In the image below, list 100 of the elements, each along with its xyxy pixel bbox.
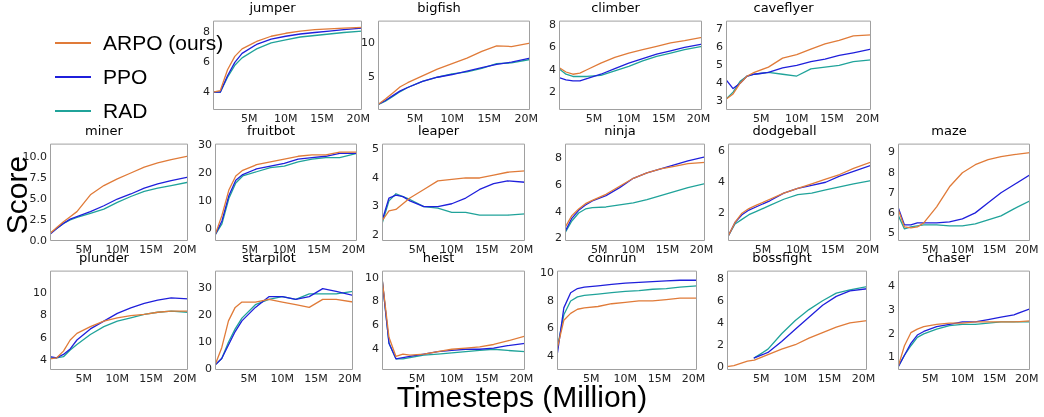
y-tick-label: 6 xyxy=(718,144,725,158)
chart-title: ninja xyxy=(604,123,636,139)
x-tick-label: 15M xyxy=(307,243,331,257)
y-tick-label: 10 xyxy=(361,35,375,49)
y-tick-label: 20 xyxy=(198,166,212,180)
x-tick-label: 15M xyxy=(820,243,845,257)
x-tick-label: 5M xyxy=(240,372,257,386)
x-tick-label: 20M xyxy=(172,243,197,257)
y-tick-label: 2 xyxy=(555,231,562,245)
y-tick-label: 6 xyxy=(888,205,895,219)
y-tick-label: 6 xyxy=(717,293,724,307)
y-tick-label: 5.0 xyxy=(29,191,47,205)
y-tick-label: 6 xyxy=(716,40,723,54)
x-tick-label: 10M xyxy=(440,372,464,386)
x-tick-label: 10M xyxy=(273,112,298,126)
x-tick-label: 20M xyxy=(346,112,371,126)
x-tick-label: 20M xyxy=(341,243,366,257)
y-tick-label: 1 xyxy=(888,350,895,364)
x-tick-label: 20M xyxy=(855,112,880,126)
x-tick-label: 15M xyxy=(139,372,163,386)
x-tick-label: 20M xyxy=(172,372,197,386)
x-tick-label: 15M xyxy=(655,243,680,257)
y-tick-label: 10 xyxy=(198,194,212,208)
x-tick-label: 5M xyxy=(585,112,603,126)
x-tick-label: 20M xyxy=(337,372,362,386)
x-tick-label: 20M xyxy=(851,372,876,386)
y-tick-label: 8 xyxy=(717,271,724,285)
x-tick-label: 10M xyxy=(950,372,975,386)
x-tick-label: 15M xyxy=(651,112,676,126)
chart-title: miner xyxy=(85,123,124,139)
y-tick-label: 4 xyxy=(549,62,556,76)
y-tick-label: 7.5 xyxy=(29,170,47,184)
y-tick-label: 8 xyxy=(203,25,210,39)
y-tick-label: 8 xyxy=(888,165,895,179)
y-tick-label: 4 xyxy=(372,170,379,184)
y-tick-label: 9 xyxy=(888,145,895,159)
x-tick-label: 15M xyxy=(982,372,1007,386)
x-tick-label: 20M xyxy=(855,243,880,257)
x-tick-label: 5M xyxy=(408,372,426,386)
x-tick-label: 10M xyxy=(617,112,641,126)
x-tick-label: 15M xyxy=(820,112,844,126)
x-tick-label: 15M xyxy=(304,372,328,386)
chart-title: bigfish xyxy=(417,0,461,16)
x-tick-label: 15M xyxy=(982,243,1007,257)
y-tick-label: 30 xyxy=(198,281,212,295)
chart-title: dodgeball xyxy=(752,123,817,139)
y-tick-label: 4 xyxy=(547,349,554,363)
y-tick-label: 20 xyxy=(198,308,212,322)
chart-title: leaper xyxy=(417,123,460,139)
y-tick-label: 3 xyxy=(716,93,723,107)
chart-title: maze xyxy=(931,123,967,139)
x-tick-label: 15M xyxy=(647,372,672,386)
chart-title: caveflyer xyxy=(753,0,815,16)
legend-label: RAD xyxy=(103,99,148,123)
x-tick-label: 20M xyxy=(1015,243,1039,257)
x-tick-label: 5M xyxy=(241,112,258,126)
y-tick-label: 2 xyxy=(718,206,725,220)
y-tick-label: 3 xyxy=(372,199,379,213)
x-tick-label: 10M xyxy=(105,372,130,386)
x-tick-label: 20M xyxy=(689,243,714,257)
y-tick-label: 10 xyxy=(33,286,47,300)
x-tick-label: 5M xyxy=(582,372,600,386)
y-tick-label: 2 xyxy=(372,228,379,242)
y-tick-label: 8 xyxy=(549,17,556,31)
y-tick-label: 30 xyxy=(198,137,212,151)
x-tick-label: 20M xyxy=(509,243,534,257)
y-tick-label: 2 xyxy=(888,326,895,340)
y-tick-label: 8 xyxy=(372,294,379,308)
y-tick-label: 6 xyxy=(549,40,556,54)
x-tick-label: 5M xyxy=(921,372,939,386)
y-tick-label: 6 xyxy=(203,55,210,69)
y-tick-label: 6 xyxy=(547,321,554,335)
y-tick-label: 4 xyxy=(40,352,47,366)
y-tick-label: 4 xyxy=(203,84,210,98)
y-tick-label: 4 xyxy=(555,204,562,218)
x-tick-label: 10M xyxy=(270,372,295,386)
x-tick-label: 10M xyxy=(613,372,638,386)
x-tick-label: 5M xyxy=(75,372,92,386)
y-tick-label: 4 xyxy=(717,315,724,329)
y-tick-label: 4 xyxy=(716,76,723,90)
y-tick-label: 5 xyxy=(368,70,375,84)
x-tick-label: 15M xyxy=(474,243,499,257)
y-tick-label: 0 xyxy=(205,222,212,236)
y-tick-label: 7 xyxy=(716,22,723,36)
y-tick-label: 5 xyxy=(888,225,895,239)
chart-title: fruitbot xyxy=(246,123,296,139)
x-tick-label: 5M xyxy=(406,112,424,126)
x-tick-label: 10M xyxy=(440,112,464,126)
y-tick-label: 4 xyxy=(372,342,379,356)
y-tick-label: 6 xyxy=(555,177,562,191)
y-tick-label: 0 xyxy=(717,359,724,373)
y-tick-label: 7 xyxy=(888,185,895,199)
y-tick-label: 10 xyxy=(540,266,554,280)
y-tick-label: 0 xyxy=(205,362,212,376)
chart-title: jumper xyxy=(248,0,297,16)
x-tick-label: 20M xyxy=(1015,372,1039,386)
y-tick-label: 3 xyxy=(888,302,895,316)
x-tick-label: 15M xyxy=(474,372,499,386)
x-tick-label: 20M xyxy=(514,112,539,126)
x-tick-label: 5M xyxy=(752,372,770,386)
